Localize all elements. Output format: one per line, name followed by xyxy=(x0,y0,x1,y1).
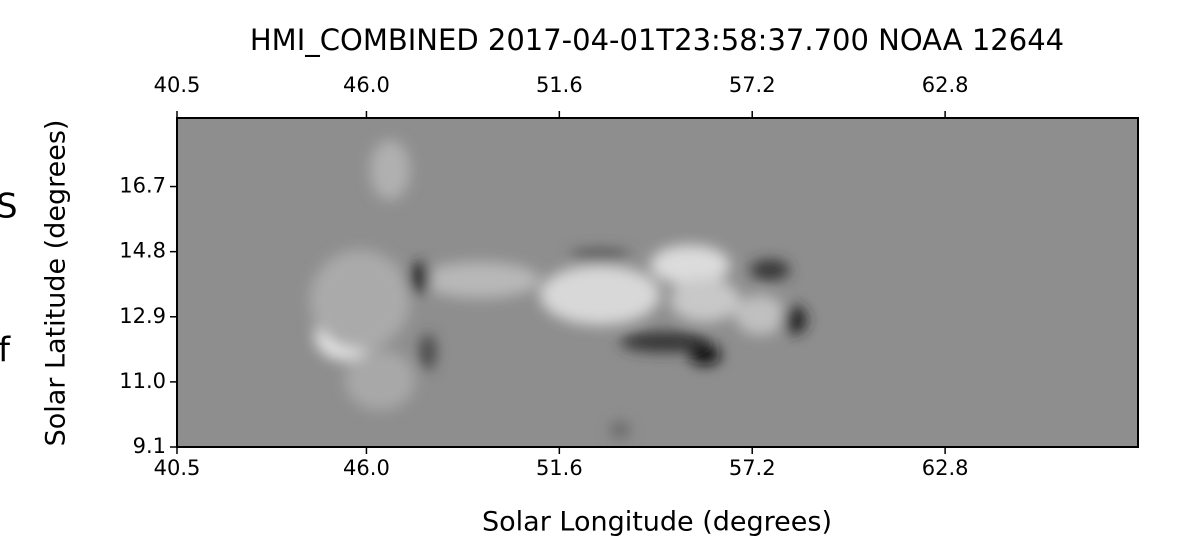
x-axis-label: Solar Longitude (degrees) xyxy=(482,507,832,538)
x-tick-label: 46.0 xyxy=(343,456,390,480)
y-tick-label: 14.8 xyxy=(119,239,166,263)
x-tick-label-top: 51.6 xyxy=(536,73,583,97)
y-tick-label: 11.0 xyxy=(119,369,166,393)
y-axis-label: Solar Latitude (degrees) xyxy=(41,120,72,447)
x-tick-label-top: 57.2 xyxy=(729,73,776,97)
clipped-text: f xyxy=(0,331,11,371)
y-tick-label: 12.9 xyxy=(119,304,166,328)
x-tick-label-top: 40.5 xyxy=(154,73,201,97)
chart-title: HMI_COMBINED 2017-04-01T23:58:37.700 NOA… xyxy=(250,23,1064,57)
x-tick-label: 51.6 xyxy=(536,456,583,480)
y-tick-label: 16.7 xyxy=(119,174,166,198)
x-tick-label: 57.2 xyxy=(729,456,776,480)
y-tick-label: 9.1 xyxy=(133,434,166,458)
chart: HMI_COMBINED 2017-04-01T23:58:37.700 NOA… xyxy=(0,0,1177,547)
x-tick-label-top: 46.0 xyxy=(343,73,390,97)
x-tick-label-top: 62.8 xyxy=(922,73,969,97)
magnetogram-image xyxy=(177,118,1138,447)
x-tick-label: 62.8 xyxy=(922,456,969,480)
x-tick-label: 40.5 xyxy=(154,456,201,480)
clipped-text: S xyxy=(0,187,18,227)
page: {"chart_data": {"type": "image", "title"… xyxy=(0,0,1177,547)
